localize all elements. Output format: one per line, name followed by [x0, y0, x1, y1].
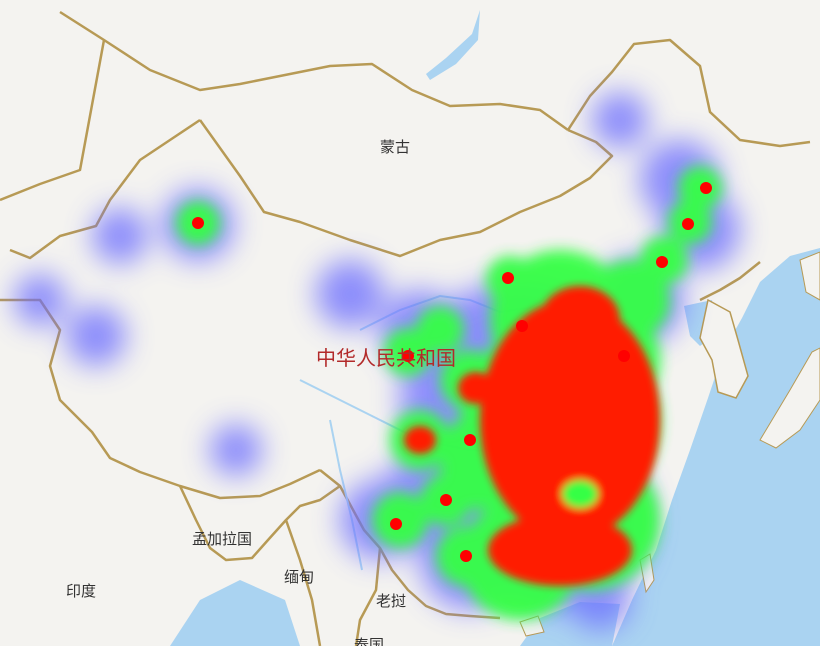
- sea-east: [612, 248, 820, 646]
- japan-honshu: [759, 347, 820, 449]
- border-kazakh-south: [0, 298, 321, 500]
- heat-halo-2: [66, 306, 126, 366]
- border-kazakh-north: [0, 39, 106, 202]
- border-india-east: [178, 484, 341, 562]
- japan-hokkaido: [799, 251, 820, 301]
- label-myanmar: 缅甸: [284, 568, 315, 586]
- label-bangladesh: 孟加拉国: [192, 530, 253, 548]
- heat-point-1: [502, 272, 514, 284]
- heat-core-main: [480, 300, 660, 540]
- heat-point-7: [700, 182, 712, 194]
- label-china: 中华人民共和国: [316, 346, 456, 370]
- heat-halo-6: [592, 92, 648, 148]
- heat-halo-3: [14, 274, 66, 326]
- heat-halo-5: [210, 424, 262, 476]
- border-russia-northeast: [566, 38, 811, 148]
- heat-point-0: [192, 217, 204, 229]
- border-laos-thailand: [354, 547, 382, 646]
- heat-core-north: [540, 286, 620, 354]
- border-mongolia-china: [198, 119, 614, 258]
- border-russia-mongolia: [59, 10, 569, 132]
- heat-point-9: [656, 256, 668, 268]
- heat-point-11: [516, 320, 528, 332]
- heat-point-3: [464, 434, 476, 446]
- korea-peninsula: [699, 298, 749, 399]
- heat-halo-4: [316, 260, 384, 328]
- heat-point-2: [402, 350, 414, 362]
- bay-of-bengal: [170, 580, 300, 646]
- border-china-west: [9, 118, 201, 260]
- border-korea-china: [699, 261, 761, 302]
- heat-core-gap: [562, 480, 598, 508]
- label-laos: 老挝: [376, 592, 407, 610]
- heat-core-south: [488, 514, 632, 586]
- country-borders: [0, 10, 811, 646]
- heat-point-4: [440, 494, 452, 506]
- heat-point-6: [460, 550, 472, 562]
- heat-point-10: [618, 350, 630, 362]
- heat-core-west: [458, 372, 494, 404]
- heat-halo-1: [92, 208, 148, 264]
- lake-baikal: [426, 10, 480, 80]
- border-myanmar: [284, 519, 322, 646]
- heat-core-chengdu: [404, 426, 436, 454]
- label-mongolia: 蒙古: [380, 138, 411, 156]
- label-india: 印度: [66, 582, 97, 600]
- heat-point-5: [390, 518, 402, 530]
- label-thailand: 泰国: [354, 636, 385, 646]
- heat-point-8: [682, 218, 694, 230]
